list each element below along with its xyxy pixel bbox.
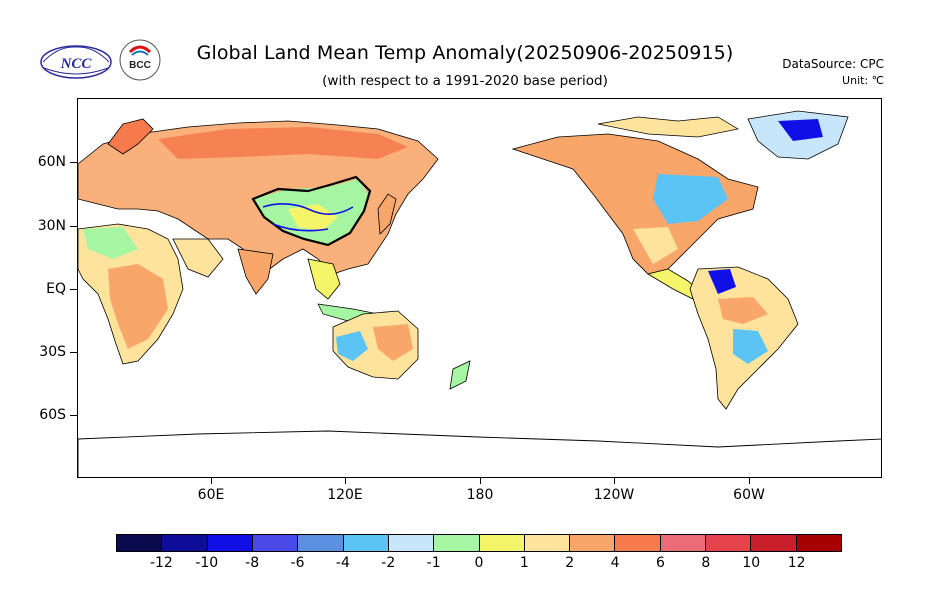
bcc-logo: BCC bbox=[118, 38, 162, 82]
lon-label-120w: 120W bbox=[593, 487, 635, 503]
tick-120e bbox=[345, 478, 346, 484]
tick-60w bbox=[749, 478, 750, 484]
ncc-logo: NCC bbox=[38, 40, 114, 82]
legend-swatch bbox=[298, 535, 344, 551]
map-title: Global Land Mean Temp Anomaly(20250906-2… bbox=[196, 42, 734, 64]
africa-warm-region bbox=[108, 264, 168, 349]
legend-label: 12 bbox=[787, 555, 806, 571]
greenland-cold-spot bbox=[778, 119, 823, 141]
unit-label: Unit: ℃ bbox=[842, 74, 884, 87]
ncc-logo-text: NCC bbox=[60, 56, 93, 72]
bcc-logo-text: BCC bbox=[129, 60, 151, 71]
legend-swatch bbox=[751, 535, 797, 551]
lon-label-120e: 120E bbox=[327, 487, 363, 503]
datasource-label: DataSource: CPC bbox=[782, 57, 884, 71]
australia-cool-region bbox=[336, 331, 368, 361]
tick-120w bbox=[614, 478, 615, 484]
china-warm-spot bbox=[288, 204, 338, 231]
tick-60n bbox=[70, 162, 77, 163]
tick-180 bbox=[480, 478, 481, 484]
land-se-asia bbox=[307, 258, 341, 300]
south-america-warm-region bbox=[718, 297, 768, 324]
anomaly-map bbox=[77, 98, 882, 478]
legend-swatch bbox=[706, 535, 752, 551]
land-scandinavia bbox=[107, 118, 154, 155]
legend-label: 1 bbox=[519, 555, 529, 571]
lat-label-60n: 60N bbox=[37, 154, 66, 170]
legend-label: 6 bbox=[656, 555, 665, 571]
land-japan bbox=[377, 193, 397, 235]
tick-30n bbox=[70, 226, 77, 227]
legend-swatch bbox=[615, 535, 661, 551]
tick-60e bbox=[211, 478, 212, 484]
legend-swatch bbox=[524, 535, 571, 551]
legend-swatch bbox=[660, 535, 707, 551]
map-subtitle: (with respect to a 1991-2020 base period… bbox=[322, 73, 608, 89]
china-rivers bbox=[262, 203, 354, 232]
north-america-cool-region bbox=[653, 174, 728, 224]
north-america-neutral bbox=[633, 227, 678, 264]
tick-30s bbox=[70, 352, 77, 353]
legend-label: 10 bbox=[742, 555, 761, 571]
legend-label: 4 bbox=[610, 555, 620, 571]
lat-label-30n: 30N bbox=[37, 218, 66, 234]
legend-swatch bbox=[479, 535, 525, 551]
lat-label-30s: 30S bbox=[39, 344, 66, 360]
legend-label: 8 bbox=[701, 555, 711, 571]
south-america-cool-region bbox=[733, 329, 768, 364]
legend-label: -10 bbox=[195, 555, 219, 571]
legend-swatch bbox=[252, 535, 299, 551]
legend-swatch bbox=[117, 535, 163, 551]
land-arctic-islands bbox=[597, 116, 739, 138]
map-canvas bbox=[78, 110, 881, 477]
legend-swatch bbox=[207, 535, 253, 551]
tick-eq bbox=[70, 289, 77, 290]
land-antarctica bbox=[78, 430, 881, 477]
lon-label-60w: 60W bbox=[733, 487, 765, 503]
legend-label: -1 bbox=[426, 555, 441, 571]
land-india bbox=[237, 248, 274, 295]
color-legend-bar bbox=[116, 534, 842, 552]
australia-warm-region bbox=[373, 324, 413, 361]
land-siberia bbox=[158, 127, 408, 159]
lon-label-60e: 60E bbox=[197, 487, 225, 503]
lat-label-60s: 60S bbox=[39, 407, 66, 423]
lat-label-eq: EQ bbox=[46, 281, 66, 297]
legend-label: -12 bbox=[149, 555, 173, 571]
tick-60s bbox=[70, 415, 77, 416]
sahara-cool-region bbox=[83, 227, 138, 259]
land-north-america bbox=[511, 133, 759, 275]
legend-label: 0 bbox=[474, 555, 484, 571]
legend-label: 2 bbox=[565, 555, 575, 571]
legend-label: -4 bbox=[335, 555, 350, 571]
land-new-zealand bbox=[449, 360, 471, 390]
lon-label-180: 180 bbox=[466, 487, 494, 503]
legend-swatch bbox=[434, 535, 480, 551]
china-border bbox=[251, 175, 372, 247]
legend-swatch bbox=[388, 535, 435, 551]
legend-swatch bbox=[796, 535, 841, 551]
legend-swatch bbox=[570, 535, 616, 551]
legend-swatch bbox=[162, 535, 208, 551]
legend-swatch bbox=[343, 535, 389, 551]
land-arabia bbox=[172, 238, 224, 278]
legend-label: -2 bbox=[381, 555, 396, 571]
legend-label: -8 bbox=[245, 555, 260, 571]
amazon-cold-spot bbox=[708, 269, 736, 294]
legend-label: -6 bbox=[290, 555, 305, 571]
